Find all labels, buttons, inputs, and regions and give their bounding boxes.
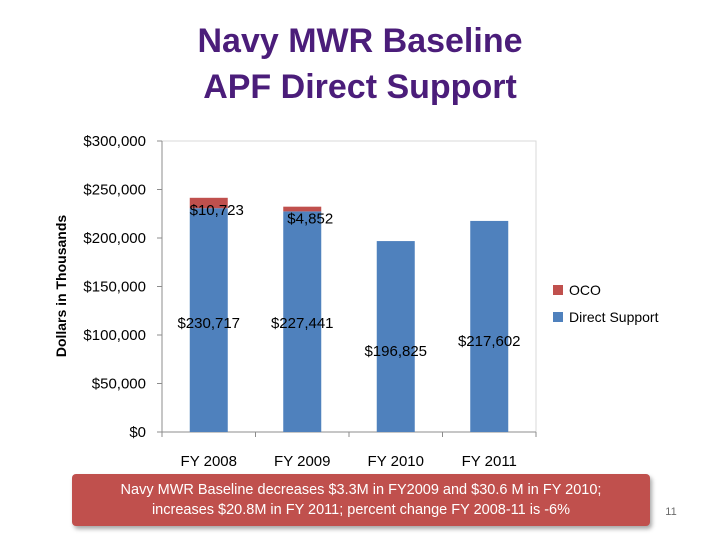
data-label-direct-support: $227,441	[271, 315, 334, 332]
legend-swatch	[553, 312, 563, 322]
y-tick-label: $50,000	[92, 376, 146, 393]
x-tick-label: FY 2010	[368, 453, 424, 470]
summary-caption-line2: increases $20.8M in FY 2011; percent cha…	[151, 502, 571, 518]
legend-label: OCO	[569, 282, 601, 298]
y-tick-label: $100,000	[83, 327, 146, 344]
bar-direct-support	[189, 208, 228, 432]
bar-direct-support	[376, 241, 415, 432]
legend-label: Direct Support	[569, 309, 659, 325]
page-title-line1: Navy MWR Baseline	[197, 22, 523, 60]
y-tick-label: $250,000	[83, 182, 146, 199]
page-title-line2: APF Direct Support	[203, 68, 517, 106]
data-label-direct-support: $196,825	[364, 343, 427, 360]
summary-caption-box: Navy MWR Baseline decreases $3.3M in FY2…	[72, 474, 650, 526]
data-label-oco: $10,723	[190, 202, 244, 219]
bar-direct-support	[470, 220, 509, 432]
x-tick-label: FY 2009	[274, 453, 330, 470]
y-tick-label: $0	[129, 424, 146, 441]
bar-oco	[189, 197, 228, 209]
y-axis-title: Dollars in Thousands	[53, 215, 69, 358]
bar-direct-support	[283, 211, 322, 432]
x-tick-label: FY 2011	[462, 453, 517, 470]
x-tick-label: FY 2008	[181, 453, 237, 470]
y-tick-label: $300,000	[83, 133, 146, 150]
data-label-direct-support: $217,602	[458, 333, 521, 350]
legend-swatch	[553, 285, 563, 295]
y-tick-label: $150,000	[83, 279, 146, 296]
summary-caption-line1: Navy MWR Baseline decreases $3.3M in FY2…	[120, 482, 602, 498]
data-label-direct-support: $230,717	[177, 315, 240, 332]
page-number: 11	[665, 506, 677, 518]
y-tick-label: $200,000	[83, 230, 146, 247]
data-label-oco: $4,852	[287, 211, 333, 228]
bar-oco	[283, 206, 322, 212]
